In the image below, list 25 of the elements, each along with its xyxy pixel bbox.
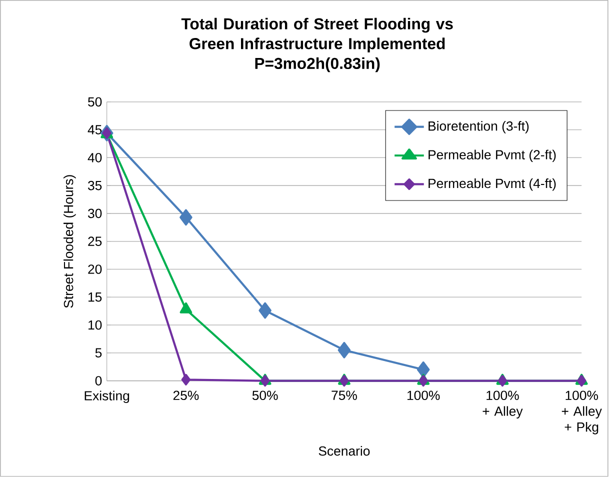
y-tick-label: 45 — [88, 125, 102, 134]
x-axis-title: Scenario — [318, 446, 370, 456]
y-tick-label: 25 — [88, 236, 102, 246]
x-tick-label: 50% — [252, 390, 278, 400]
chart-title: Total Duration of Street Flooding vs Green Infrastructure Implemented — [181, 18, 453, 53]
y-tick-label: 15 — [88, 292, 102, 302]
y-tick-label: 0 — [95, 376, 102, 386]
y-tick-label: 50 — [88, 97, 102, 107]
x-tick-label: 100% + Alley — [482, 390, 523, 419]
legend-label: Permeable Pvmt (4-ft) — [428, 178, 556, 191]
y-tick-label: 35 — [88, 181, 102, 190]
x-tick-label: Existing — [84, 390, 130, 404]
y-tick-label: 20 — [88, 264, 102, 274]
legend-label: Bioretention (3-ft) — [428, 121, 529, 134]
y-tick-label: 10 — [88, 320, 102, 330]
x-tick-label: 100% — [407, 390, 440, 400]
y-tick-label: 30 — [88, 208, 102, 218]
x-tick-label: 75% — [332, 390, 357, 400]
chart-subtitle: P=3mo2h(0.83in) — [255, 58, 380, 72]
x-tick-label: 25% — [173, 390, 199, 400]
y-axis-title: Street Flooded (Hours) — [64, 175, 76, 308]
y-tick-label: 5 — [95, 348, 102, 358]
x-tick-label: 100% + Alley + Pkg — [562, 390, 602, 434]
legend-label: Permeable Pvmt (2-ft) — [428, 150, 556, 162]
y-tick-label: 40 — [88, 153, 102, 162]
